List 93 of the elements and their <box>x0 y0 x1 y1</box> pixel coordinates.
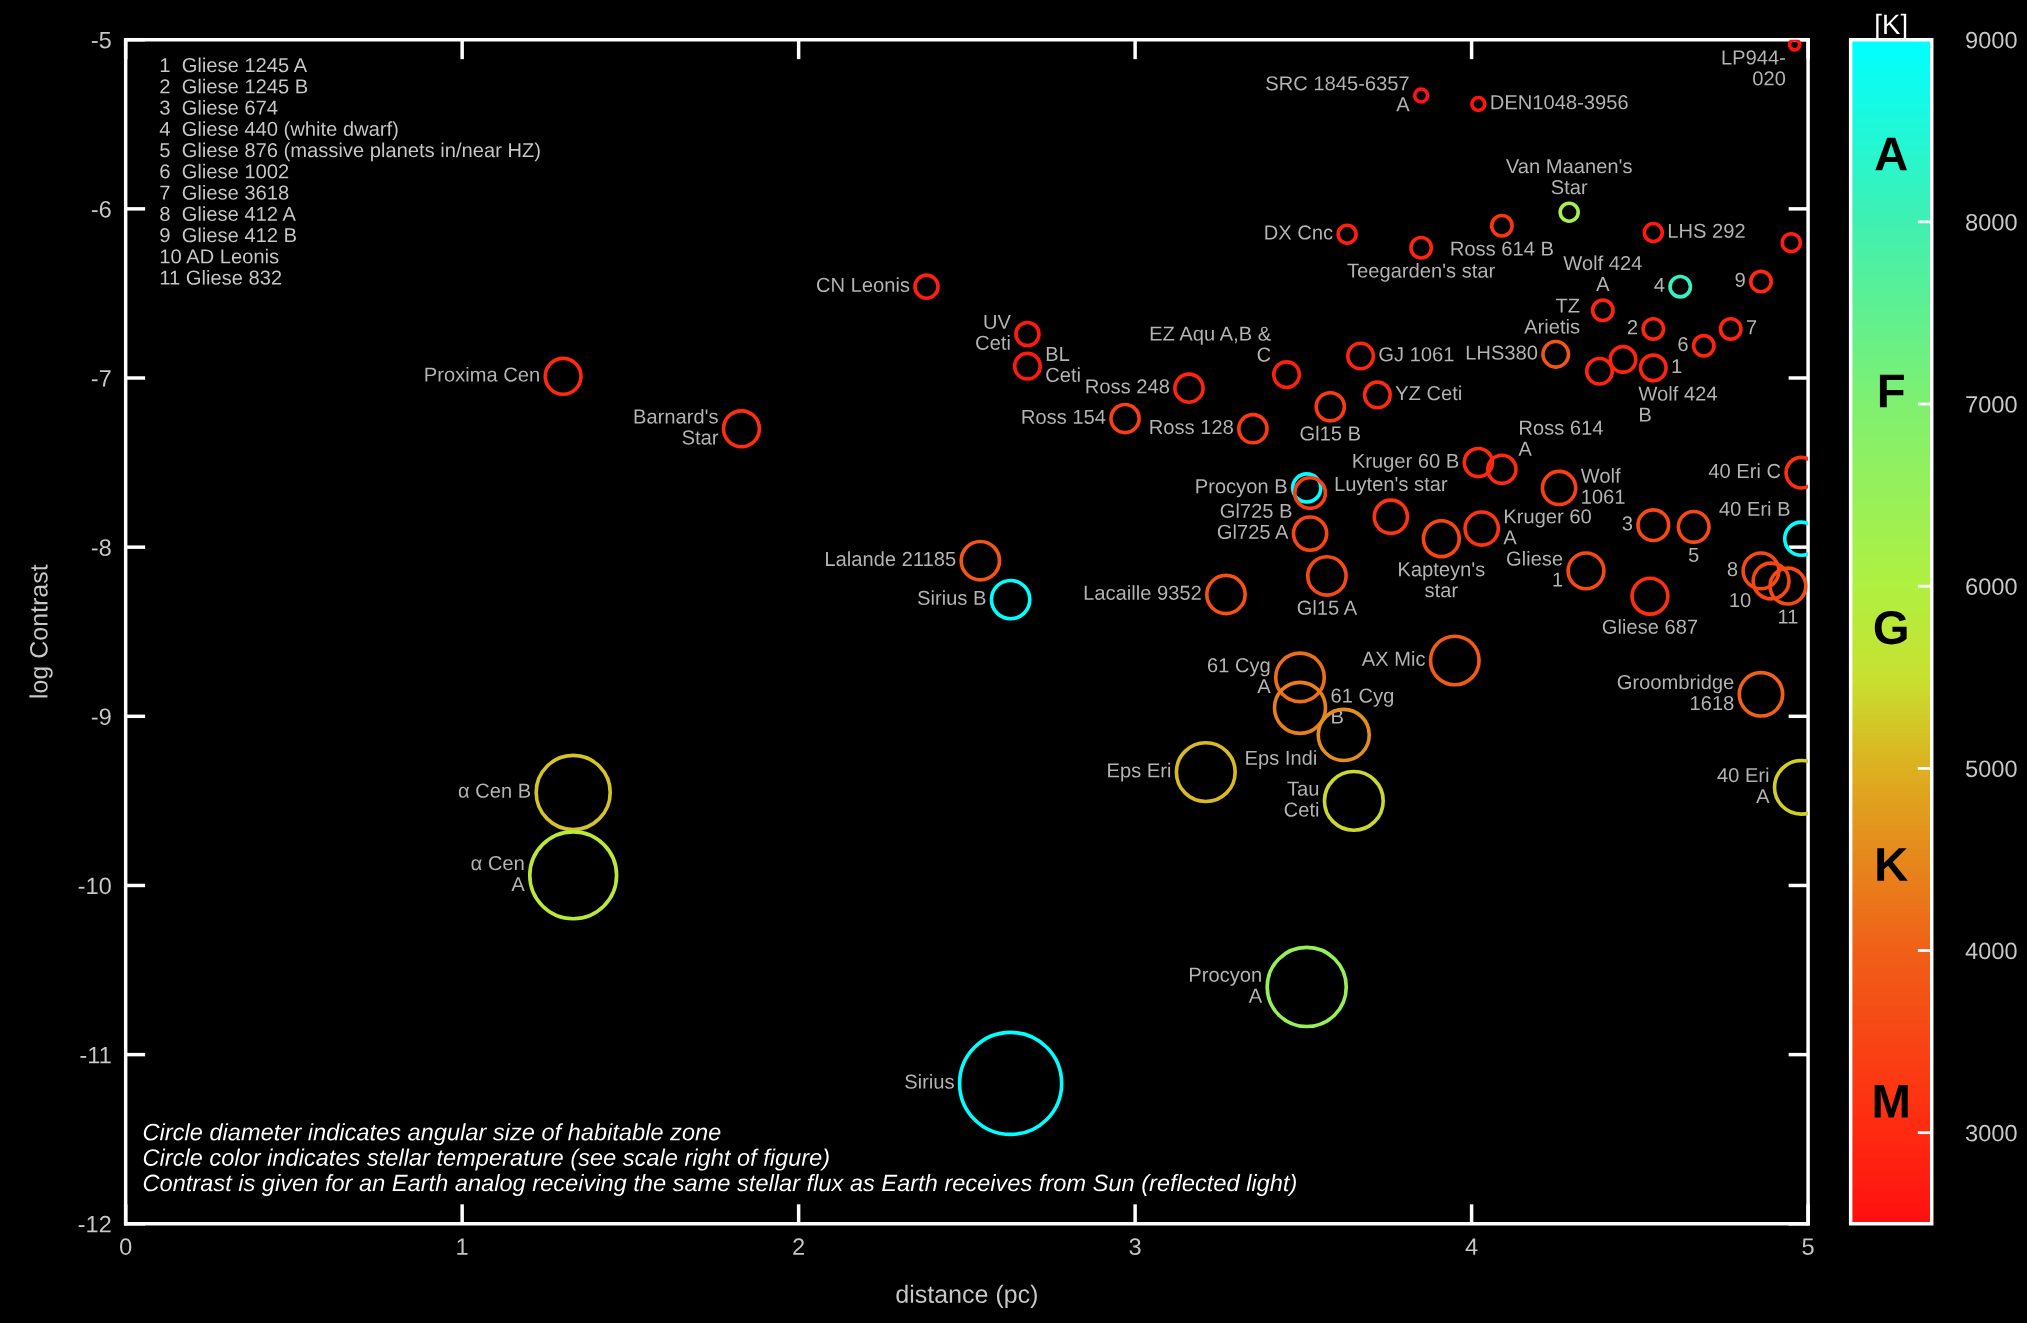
annotation: 8 <box>1727 561 1738 577</box>
y-tick-label: -7 <box>91 370 111 387</box>
annotation: EZ Aqu A,B & C <box>1150 326 1271 362</box>
annotation: Ross 614 B <box>1451 241 1553 256</box>
x-axis-title: distance (pc) <box>896 1284 1037 1308</box>
y-tick-label: -11 <box>80 1046 111 1064</box>
annotation: Groombridge 1618 <box>1617 674 1734 711</box>
color-bar-label: 8000 <box>1966 213 2017 231</box>
x-tick-label: 2 <box>793 1238 805 1255</box>
x-tick-label: 3 <box>1129 1238 1141 1256</box>
y-tick-label: -9 <box>91 708 111 726</box>
y-tick-label: -5 <box>91 32 111 49</box>
y-tick-label: -6 <box>91 200 111 218</box>
y-tick-label: -10 <box>78 877 111 895</box>
annotation: Tau Ceti <box>1284 781 1319 817</box>
annotation: 6 <box>1678 337 1688 352</box>
annotation: Ross 128 <box>1150 419 1233 435</box>
annotation: 11 <box>1778 609 1798 624</box>
annotation: Wolf 424 B <box>1638 386 1717 422</box>
color-bar-label: 7000 <box>1966 396 2017 413</box>
x-tick-label: 1 <box>457 1238 468 1255</box>
text: 1 Gliese 1245 A 2 Gliese 1245 B 3 Gliese 674 4 Gliese 440 (white dwarf) 5 Gliese 876 (massive planets in/near HZ) 6 Gliese 1002 7 Gliese 3618 8 Gliese 412 A 9 Gliese 412 B 10 AD Leonis 11 Gliese 832 <box>159 57 540 285</box>
annotation: 61 Cyg A <box>1207 658 1271 694</box>
annotation: Lalande 21185 <box>826 551 956 567</box>
annotation: Eps Indi <box>1246 750 1316 769</box>
y-tick-label: -8 <box>91 539 111 556</box>
annotation: AX Mic <box>1361 651 1425 666</box>
annotation: 7 <box>1746 320 1757 335</box>
color-bar-label: 4000 <box>1965 942 2017 960</box>
annotation: Ross 248 <box>1086 379 1170 394</box>
annotation: 40 Eri C <box>1708 463 1781 479</box>
annotation: 1 <box>1672 359 1682 374</box>
annotation: Gl725 A <box>1217 524 1289 540</box>
text: A <box>1875 137 1907 171</box>
annotation: LP944- 020 <box>1722 50 1786 86</box>
annotation: Gliese 1 <box>1507 550 1563 587</box>
text: G <box>1874 610 1907 645</box>
annotation: DEN1048-3956 <box>1491 95 1628 110</box>
annotation: 40 Eri A <box>1717 767 1770 804</box>
annotation: Barnard's Star <box>634 408 719 445</box>
annotation: Gliese 687 <box>1602 619 1698 634</box>
annotation: Wolf 424 A <box>1563 255 1642 291</box>
annotation: 5 <box>1688 547 1699 562</box>
annotation: Sirius B <box>917 590 986 605</box>
x-tick-label: 0 <box>120 1238 132 1256</box>
annotation: Teegarden's star <box>1347 262 1495 282</box>
annotation: YZ Ceti <box>1395 385 1461 401</box>
annotation: TZ Arietis <box>1524 298 1580 334</box>
annotation: Ross 154 <box>1022 409 1106 424</box>
x-tick-label: 4 <box>1465 1238 1478 1255</box>
annotation: DX Cnc <box>1265 225 1333 240</box>
text: M <box>1874 1085 1908 1118</box>
annotation: BL Ceti <box>1046 347 1080 383</box>
annotation: Ross 614 A <box>1518 420 1603 456</box>
annotation: Van Maanen's Star <box>1505 159 1632 195</box>
annotation: 2 <box>1627 320 1638 335</box>
annotation: α Cen A <box>471 855 525 891</box>
annotation: 9 <box>1735 272 1745 287</box>
annotation: Eps Eri <box>1108 762 1171 782</box>
annotation: Procyon A <box>1189 967 1263 1003</box>
annotation: Lacaille 9352 <box>1084 585 1201 600</box>
annotation: UV Ceti <box>976 314 1011 350</box>
color-bar-label: 6000 <box>1966 578 2017 595</box>
x-tick-label: 5 <box>1802 1238 1814 1256</box>
annotation: Gl725 B <box>1220 503 1292 518</box>
annotation: Kruger 60 A <box>1503 509 1591 545</box>
annotation: Proxima Cen <box>425 366 539 382</box>
annotation: 10 <box>1730 592 1751 608</box>
annotation: Gl15 B <box>1300 425 1360 441</box>
annotation: GJ 1061 <box>1379 347 1454 362</box>
annotation: Procyon B <box>1196 479 1287 498</box>
annotation: LHS380 <box>1466 345 1538 360</box>
annotation: Circle diameter indicates angular size of habitable zone Circle color indicates stellar temperature (see scale right of figure) Contrast is given for an Earth analog receiving the same stellar flux as Earth receives from Sun (reflected light) <box>143 1123 1296 1196</box>
annotation: Luyten's star <box>1335 477 1448 496</box>
annotation: LHS 292 <box>1668 223 1745 238</box>
text: F <box>1879 374 1904 408</box>
color-bar-label: 3000 <box>1965 1124 2017 1142</box>
annotation: Gl15 A <box>1297 600 1358 615</box>
annotation: Kapteyn's star <box>1399 562 1485 598</box>
annotation: 3 <box>1622 516 1633 531</box>
annotation: Sirius <box>905 1073 954 1089</box>
annotation: α Cen B <box>458 783 531 798</box>
y-tick-label: -12 <box>78 1215 111 1233</box>
text: K <box>1877 848 1908 881</box>
annotation: SRC 1845-6357 A <box>1266 76 1410 112</box>
color-bar-label: 9000 <box>1966 31 2017 49</box>
annotation: CN Leonis <box>816 277 910 293</box>
annotation: 4 <box>1654 278 1665 292</box>
y-axis-title: log Contrast <box>29 564 53 698</box>
annotation: Kruger 60 B <box>1353 453 1459 472</box>
annotation: 40 Eri B <box>1719 501 1790 516</box>
color-bar-label: 5000 <box>1966 760 2017 778</box>
annotation: Wolf 1061 <box>1580 468 1625 504</box>
